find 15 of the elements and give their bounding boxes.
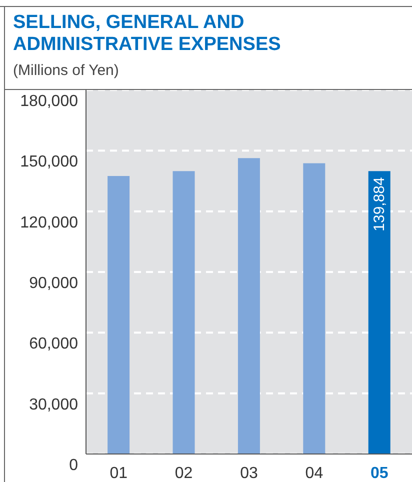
x-tick-label: 05 <box>370 465 388 482</box>
x-tick-label: 04 <box>305 465 324 482</box>
x-tick-label: 01 <box>110 465 128 482</box>
y-tick-label: 0 <box>69 457 78 474</box>
y-tick-label: 60,000 <box>29 336 78 353</box>
y-tick-label: 120,000 <box>20 214 78 232</box>
y-tick-label: 180,000 <box>20 93 78 110</box>
y-tick-label: 90,000 <box>29 275 78 292</box>
y-tick-label: 150,000 <box>20 154 78 171</box>
x-tick-label: 03 <box>240 465 258 482</box>
chart-title: SELLING, GENERAL AND ADMINISTRATIVE EXPENSES <box>13 12 282 56</box>
data-label: 139,884 <box>370 177 388 232</box>
chart-subtitle: (Millions of Yen) <box>13 62 119 79</box>
x-tick-label: 02 <box>174 465 193 482</box>
y-tick-label: 30,000 <box>29 396 78 414</box>
